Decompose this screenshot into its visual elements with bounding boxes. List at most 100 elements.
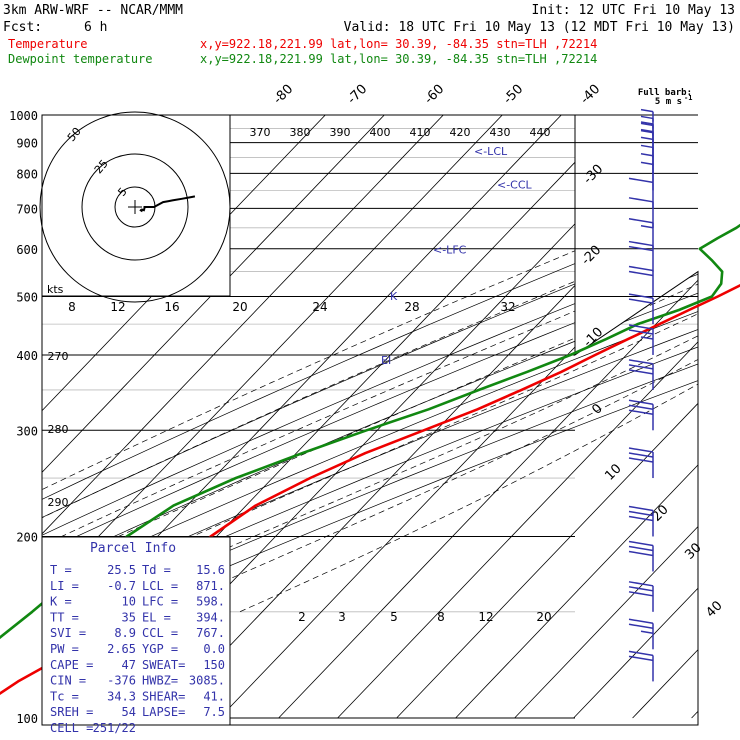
wind-barb-flag xyxy=(628,245,654,252)
theta-label: 430 xyxy=(490,126,511,139)
parcel-info-box: Parcel Info T = 25.5 Td = 15.6 LI = -0.7 LCL = 8… xyxy=(41,536,231,735)
parcel-field-label: PW = xyxy=(50,642,79,656)
wind-barb xyxy=(640,108,654,122)
isotherm-label: 30 xyxy=(682,540,704,562)
wind-barb-half xyxy=(640,121,654,125)
isotherm-label: -40 xyxy=(578,82,604,108)
mixing-ratio-label: 3 xyxy=(338,610,346,624)
parcel-field-value: 3085. xyxy=(189,674,225,688)
wind-barb-flag xyxy=(628,240,654,247)
isotherm xyxy=(573,115,698,719)
pressure-tick-200: 200 xyxy=(16,530,38,544)
hodograph-speed-label: 24 xyxy=(312,300,327,314)
parcel-field-value: -376 xyxy=(107,674,136,688)
theta-label: 370 xyxy=(250,126,271,139)
isotherm xyxy=(219,115,698,719)
wind-barb-flag xyxy=(628,452,654,458)
isotherm xyxy=(396,115,698,719)
isotherm-label: -60 xyxy=(422,82,448,108)
dry-adiabat xyxy=(42,115,698,694)
parcel-field-value: 150 xyxy=(203,658,225,672)
moist-adiabat xyxy=(239,115,698,613)
pressure-tick-900: 900 xyxy=(16,137,38,151)
parcel-field-value: 54 xyxy=(122,705,136,719)
isotherm-label: -50 xyxy=(501,82,527,108)
wind-barb-flag xyxy=(628,359,654,365)
parcel-field-label: CAPE = xyxy=(50,658,93,672)
wind-barb-flag xyxy=(628,447,654,453)
isotherm-label: 40 xyxy=(703,598,725,620)
parcel-field-value: 10 xyxy=(122,595,136,609)
pressure-tick-700: 700 xyxy=(16,202,38,216)
parcel-field-label: SVI = xyxy=(50,626,86,640)
dry-adiabat xyxy=(42,115,698,694)
isotherm-label: -80 xyxy=(271,82,297,108)
isotherm xyxy=(42,115,515,719)
forecast-value: 6 h xyxy=(84,20,107,35)
wind-barb-flag xyxy=(628,364,654,370)
wind-barb xyxy=(628,324,654,355)
pressure-tick-400: 400 xyxy=(16,349,38,363)
theta-label: 380 xyxy=(290,126,311,139)
isotherm xyxy=(42,115,397,719)
wind-barb xyxy=(640,153,654,182)
wind-barb-half xyxy=(640,144,654,149)
wind-barb xyxy=(640,136,654,166)
dewpoint-profile xyxy=(0,223,740,640)
wind-barb-flag xyxy=(628,623,654,630)
parcel-field-value: 35 xyxy=(122,610,136,624)
parcel-field-value: 34.3 xyxy=(107,689,136,703)
isotherm xyxy=(691,115,698,719)
parcel-field-label: CIN = xyxy=(50,674,86,688)
wind-barb-flag xyxy=(628,197,654,203)
wind-barb xyxy=(628,618,654,650)
theta-label: 400 xyxy=(370,126,391,139)
wind-barb xyxy=(640,129,654,143)
parcel-field-value: 871. xyxy=(196,579,225,593)
temperature-legend: Temperature xyxy=(8,37,87,51)
dry-adiabat xyxy=(42,115,698,694)
wind-barb-flag xyxy=(628,218,654,224)
parcel-field-value: 251/22 xyxy=(93,721,136,735)
wind-barb-flag xyxy=(628,293,654,299)
wind-barb-half xyxy=(640,128,654,133)
theta-label: 410 xyxy=(410,126,431,139)
wind-barb-flag xyxy=(628,591,654,597)
barb-legend-unit-superscript: -1 xyxy=(684,94,692,102)
wind-barb-half xyxy=(640,153,654,157)
mixing-ratio-label: 20 xyxy=(536,610,551,624)
parcel-field-value: 394. xyxy=(196,610,225,624)
pressure-tick-500: 500 xyxy=(16,291,38,305)
parcel-field-label: CCL = xyxy=(142,626,178,640)
wind-barbs xyxy=(628,108,654,682)
isotherm xyxy=(632,115,698,719)
wind-barb-half xyxy=(640,115,654,120)
temperature-location: x,y=922.18,221.99 lat,lon= 30.39, -84.35… xyxy=(200,37,597,51)
parcel-field-label: LCL = xyxy=(142,579,178,593)
wind-barb-half xyxy=(640,129,654,134)
dry-adiabat xyxy=(42,115,698,694)
dewpoint-location: x,y=922.18,221.99 lat,lon= 30.39, -84.35… xyxy=(200,52,597,66)
level-marker: <-LFC xyxy=(433,244,467,257)
wind-barb-flag xyxy=(628,404,654,411)
wind-barb xyxy=(628,293,654,325)
init-time: Init: 12 UTC Fri 10 May 13 xyxy=(532,3,736,18)
wind-barb-flag xyxy=(628,618,654,625)
isotherm-label: -30 xyxy=(581,162,607,188)
parcel-field-label: YGP = xyxy=(142,642,178,656)
parcel-field-value: 598. xyxy=(196,595,225,609)
dewpoint-legend: Dewpoint temperature xyxy=(8,52,153,66)
barb-legend-line1: Full barb: xyxy=(638,88,692,98)
wind-barb-half xyxy=(640,108,654,113)
wind-barb xyxy=(628,218,654,249)
wind-barb xyxy=(628,540,654,572)
mixing-ratio-label: 12 xyxy=(478,610,493,624)
wind-barb xyxy=(628,240,654,272)
wind-barb-flag xyxy=(628,369,654,375)
parcel-field-label: Tc = xyxy=(50,689,79,703)
parcel-field-label: LI = xyxy=(50,579,79,593)
wind-barb-flag xyxy=(628,586,654,592)
wind-barb xyxy=(628,399,654,431)
